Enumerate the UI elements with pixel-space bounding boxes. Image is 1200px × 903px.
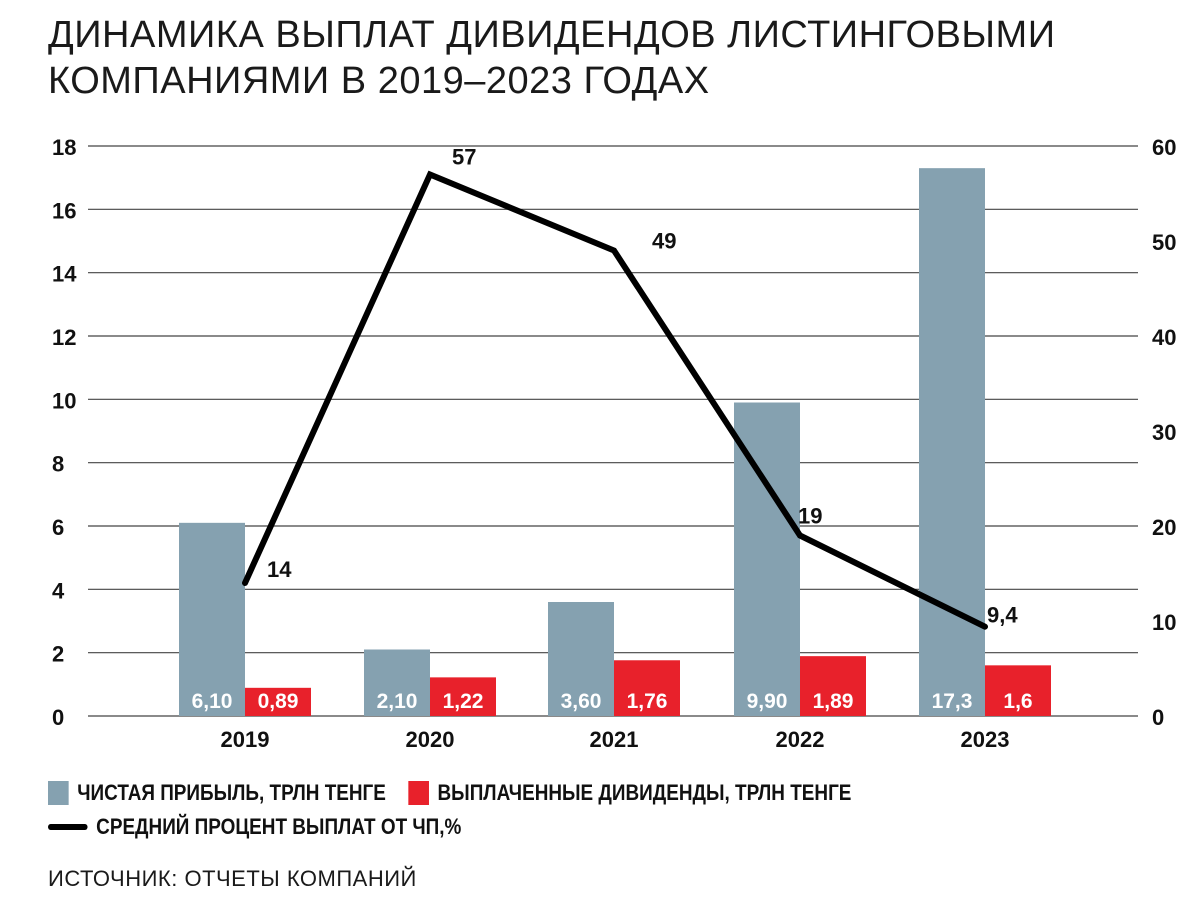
y-right-tick-label: 50: [1152, 230, 1176, 255]
bar-dividends: [985, 665, 1051, 716]
title-line-2: КОМПАНИЯМИ В 2019–2023 ГОДАХ: [48, 60, 710, 102]
y-right-tick-label: 10: [1152, 610, 1176, 635]
legend: ЧИСТАЯ ПРИБЫЛЬ, ТРЛН ТЕНГЕ ВЫПЛАЧЕННЫЕ Д…: [48, 776, 874, 844]
y-left-tick-label: 18: [52, 135, 76, 160]
x-tick-label: 2019: [221, 727, 270, 752]
line-label: 57: [452, 145, 476, 170]
y-left-tick-label: 8: [52, 452, 64, 477]
bar-profit: [548, 602, 614, 716]
y-right-tick-label: 30: [1152, 420, 1176, 445]
percent-line-group: [242, 170, 988, 630]
legend-row-2: СРЕДНИЙ ПРОЦЕНТ ВЫПЛАТ ОТ ЧП,%: [48, 810, 874, 844]
y-left-tick-label: 10: [52, 388, 76, 413]
y-left-tick-label: 6: [52, 515, 64, 540]
y-right-tick-label: 20: [1152, 515, 1176, 540]
bar-label-profit: 6,10: [192, 690, 233, 713]
y-left-tick-label: 12: [52, 325, 76, 350]
legend-label-profit: ЧИСТАЯ ПРИБЫЛЬ, ТРЛН ТЕНГЕ: [77, 780, 386, 805]
legend-item-percent: СРЕДНИЙ ПРОЦЕНТ ВЫПЛАТ ОТ ЧП,%: [48, 814, 461, 840]
legend-swatch-profit: [48, 781, 69, 805]
line-label: 19: [798, 504, 822, 529]
source-note: ИСТОЧНИК: ОТЧЕТЫ КОМПАНИЙ: [48, 866, 417, 891]
bar-label-profit: 2,10: [377, 690, 418, 713]
percent-line: [242, 170, 988, 630]
bar-profit: [364, 649, 430, 716]
line-point: [427, 172, 433, 177]
bar-label-dividends: 1,89: [813, 690, 854, 713]
x-tick-label: 2020: [406, 727, 455, 752]
line-label: 14: [267, 557, 292, 582]
chart-title: ДИНАМИКА ВЫПЛАТ ДИВИДЕНДОВ ЛИСТИНГОВЫМИ …: [48, 12, 1148, 104]
bar-label-dividends: 1,6: [1003, 690, 1032, 713]
x-tick-label: 2021: [590, 727, 639, 752]
legend-swatch-dividends: [408, 781, 429, 805]
bar-label-dividends: 1,22: [443, 690, 484, 713]
y-right-tick-label: 60: [1152, 135, 1176, 160]
y-right-tick-label: 0: [1152, 705, 1164, 730]
bar-label-dividends: 0,89: [258, 690, 299, 713]
y-left-tick-label: 0: [52, 705, 64, 730]
y-left-tick-label: 14: [52, 262, 77, 287]
legend-label-dividends: ВЫПЛАЧЕННЫЕ ДИВИДЕНДЫ, ТРЛН ТЕНГЕ: [437, 780, 852, 805]
legend-row-1: ЧИСТАЯ ПРИБЫЛЬ, ТРЛН ТЕНГЕ ВЫПЛАЧЕННЫЕ Д…: [48, 776, 874, 810]
line-point: [611, 248, 617, 253]
legend-item-dividends: ВЫПЛАЧЕННЫЕ ДИВИДЕНДЫ, ТРЛН ТЕНГЕ: [408, 780, 851, 806]
bar-label-dividends: 1,76: [627, 690, 668, 713]
line-label: 49: [652, 229, 676, 254]
bar-dividends: [245, 687, 311, 716]
line-label: 9,4: [987, 603, 1018, 628]
bar-dividends: [614, 660, 680, 716]
bar-label-profit: 9,90: [747, 690, 788, 713]
bar-label-profit: 3,60: [561, 690, 602, 713]
y-left-tick-label: 2: [52, 642, 64, 667]
line-point: [242, 580, 248, 586]
bar-profit: [919, 168, 985, 716]
bar-dividends: [430, 677, 496, 716]
line-point: [982, 624, 988, 630]
data-labels: 6,10 0,89 2,10 1,22 3,60 1,76 9,90 1,89 17,3 1,6 1…: [192, 145, 1033, 714]
x-tick-label: 2023: [961, 727, 1010, 752]
bar-label-profit: 17,3: [932, 690, 973, 713]
legend-label-percent: СРЕДНИЙ ПРОЦЕНТ ВЫПЛАТ ОТ ЧП,%: [96, 814, 462, 839]
line-point: [797, 533, 803, 538]
y-right-tick-label: 40: [1152, 325, 1176, 350]
axes: 0 2 4 6 8 10 12 14 16 18 0 10 20 30 40 50 60 2019 2020 2021…: [52, 135, 1176, 752]
x-tick-label: 2022: [776, 727, 825, 752]
legend-swatch-line: [48, 824, 88, 830]
bar-dividends: [800, 656, 866, 716]
y-left-tick-label: 16: [52, 198, 76, 223]
bars: [179, 168, 1051, 716]
title-line-1: ДИНАМИКА ВЫПЛАТ ДИВИДЕНДОВ ЛИСТИНГОВЫМИ: [48, 14, 1056, 56]
chart-canvas: 0 2 4 6 8 10 12 14 16 18 0 10 20 30 40 50 60 2019 2020 2021…: [52, 135, 1176, 752]
legend-item-profit: ЧИСТАЯ ПРИБЫЛЬ, ТРЛН ТЕНГЕ: [48, 780, 386, 806]
y-left-tick-label: 4: [52, 578, 65, 603]
bar-profit: [179, 522, 245, 716]
